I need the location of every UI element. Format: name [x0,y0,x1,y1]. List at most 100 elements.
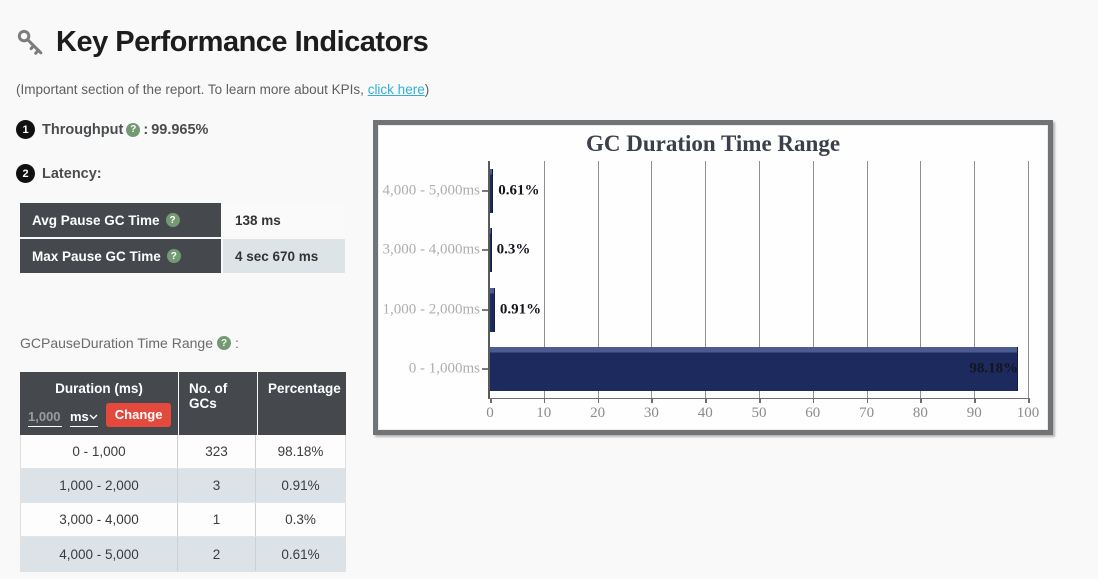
bar [490,287,495,332]
x-axis-tick [705,398,707,403]
bar-value-label: 0.91% [499,301,542,318]
subtitle: (Important section of the report. To lea… [16,82,429,97]
avg-pause-value: 138 ms [223,203,345,237]
throughput-text: Throughput ? : 99.965% [42,122,208,138]
y-axis-label: 1,000 - 2,000ms [382,301,481,318]
change-button[interactable]: Change [105,403,172,427]
table-row: 0 - 1,000 323 98.18% [21,435,345,469]
x-axis-tick [866,398,869,403]
latency-table: Avg Pause GC Time ? 138 ms Max Pause GC … [20,203,345,273]
chart-gridline [1028,161,1029,398]
x-axis-tick [543,398,546,403]
count-cell: 323 [178,435,256,468]
max-pause-label-cell: Max Pause GC Time ? [20,239,221,273]
duration-table: Duration (ms) ms Change No. of GCs Perce… [20,372,346,572]
y-axis-label: 0 - 1,000ms [408,360,480,377]
bar-value-label: 0.3% [496,241,531,258]
latency-row: 2 Latency: [16,164,102,183]
table-row: 4,000 - 5,000 2 0.61% [21,537,345,571]
bar [490,347,1019,392]
chart-gridline [759,161,760,398]
throughput-separator: : [143,121,149,138]
x-axis-tick-label: 90 [966,405,982,421]
subtitle-suffix: ) [424,82,430,97]
avg-pause-label: Avg Pause GC Time [32,212,160,228]
y-axis-label: 4,000 - 5,000ms [382,182,481,199]
x-axis-tick [490,398,492,403]
x-axis-tick-label: 60 [805,405,821,421]
duration-cell: 1,000 - 2,000 [21,469,178,502]
chart-gridline [543,161,545,398]
unit-select[interactable]: ms [70,409,98,427]
x-axis-tick-label: 80 [912,405,928,421]
duration-section-label: GCPauseDuration Time Range ? : [20,335,239,351]
y-axis-tick [482,368,488,371]
page-header: Key Performance Indicators [16,26,429,59]
count-cell: 1 [178,503,256,536]
max-pause-help-icon[interactable]: ? [166,249,181,263]
chart-title: GC Duration Time Range [585,131,841,156]
x-axis-tick [812,398,815,403]
gc-duration-chart: GC Duration Time Range 0 10 20 30 40 50 60 70 80… [373,120,1053,435]
max-pause-value: 4 sec 670 ms [223,239,345,273]
chart-gridline [651,161,653,398]
x-axis-tick-label: 50 [751,405,767,421]
badge-1: 1 [16,120,35,139]
chart-gridline [597,161,599,398]
x-axis-tick [597,398,600,403]
count-column-header: No. of GCs [179,372,257,435]
unit-select-value: ms [70,409,89,424]
x-axis-tick-label: 0 [486,405,494,421]
page-title: Key Performance Indicators [56,26,429,58]
duration-cell: 3,000 - 4,000 [21,503,178,536]
y-axis-tick [482,189,488,192]
throughput-help-icon[interactable]: ? [126,122,141,137]
x-axis-tick-label: 40 [697,405,713,421]
duration-table-header: Duration (ms) ms Change No. of GCs Perce… [20,372,346,435]
duration-cell: 4,000 - 5,000 [21,537,178,571]
count-cell: 3 [178,469,256,502]
subtitle-text: (Important section of the report. To lea… [16,82,368,97]
avg-pause-label-cell: Avg Pause GC Time ? [20,203,221,237]
kpi-learn-more-link[interactable]: click here [367,82,425,97]
duration-column-title: Duration (ms) [55,381,143,396]
x-axis-tick-label: 10 [536,405,552,421]
duration-input[interactable] [28,409,62,427]
x-axis-tick [1028,398,1030,403]
x-axis-tick [920,398,922,403]
x-axis-tick [759,398,761,403]
chart-gridline [705,161,707,398]
latency-label: Latency: [42,165,102,182]
avg-pause-help-icon[interactable]: ? [165,213,180,227]
throughput-label: Throughput [42,121,124,138]
bar-value-label: 98.18% [969,360,1019,377]
percentage-cell: 0.61% [281,546,320,562]
chart-plot-area: 0 10 20 30 40 50 60 70 80 90 100 4,000 - 5,000ms 0.6… [383,161,1039,421]
x-axis-tick-label: 100 [1016,405,1040,421]
y-axis-tick [482,308,488,311]
chevron-down-icon [89,414,98,419]
x-axis-tick-label: 20 [590,405,606,421]
percentage-cell: 0.91% [281,478,320,493]
x-axis-tick [974,398,976,403]
count-cell: 2 [178,537,256,571]
percentage-column-header: Percentage [258,372,346,435]
y-axis-tick [482,249,488,252]
x-axis-tick-label: 70 [859,405,875,421]
throughput-value: 99.965% [151,121,209,138]
chart-gridline [920,161,922,398]
duration-controls: ms Change [26,403,172,427]
chart-gridline [812,161,814,398]
bar-value-label: 0.61% [498,182,540,199]
percentage-cell: 0.3% [285,512,316,527]
x-axis-tick [651,398,653,403]
max-pause-label: Max Pause GC Time [32,248,161,264]
y-axis-label: 3,000 - 4,000ms [382,241,481,258]
bar [490,228,492,273]
duration-table-body: 0 - 1,000 323 98.18% 1,000 - 2,000 3 0.9… [20,435,346,572]
duration-help-icon[interactable]: ? [217,336,231,350]
table-row: 1,000 - 2,000 3 0.91% [21,469,345,503]
duration-section-colon: : [235,335,239,351]
chart-gridline [974,161,976,398]
badge-2: 2 [16,164,35,183]
